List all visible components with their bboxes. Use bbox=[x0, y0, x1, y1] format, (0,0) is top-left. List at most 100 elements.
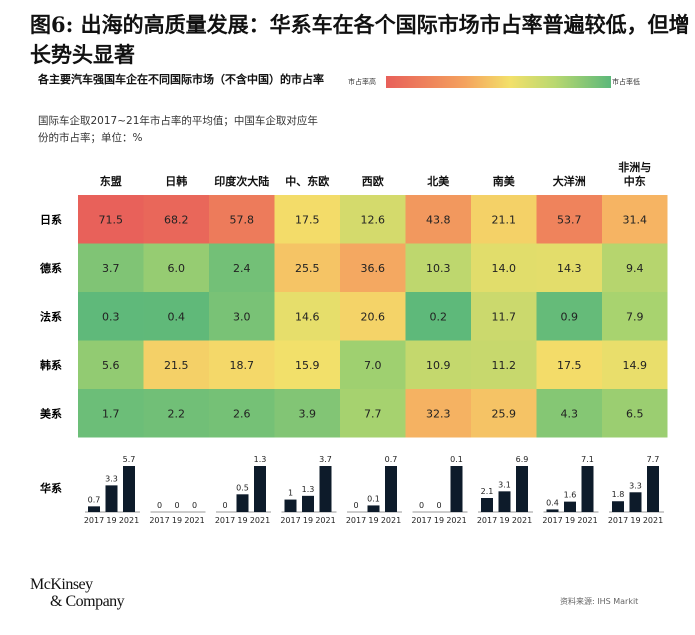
cell-value: 6.5 bbox=[626, 407, 644, 420]
bar-value-label: 1.8 bbox=[612, 490, 625, 499]
bar-value-label: 0 bbox=[174, 501, 179, 510]
cell-value: 18.7 bbox=[230, 359, 255, 372]
bar-value-label: 0.7 bbox=[385, 455, 398, 464]
column-header: 中、东欧 bbox=[275, 155, 341, 195]
bar-value-label: 1.3 bbox=[302, 485, 315, 494]
cell-value: 1.7 bbox=[102, 407, 120, 420]
cell-value: 0.2 bbox=[430, 310, 448, 323]
cell-value: 9.4 bbox=[626, 262, 644, 275]
heatmap-cell bbox=[78, 243, 144, 292]
cell-value: 7.7 bbox=[364, 407, 382, 420]
bar-value-label: 0 bbox=[419, 501, 424, 510]
bar-year-label: 2017 bbox=[84, 516, 104, 525]
bar-year-label: 2017 bbox=[215, 516, 235, 525]
heatmap-cell bbox=[143, 195, 209, 244]
heatmap-cell bbox=[471, 389, 537, 438]
legend-high-label: 市占率高 bbox=[348, 78, 376, 86]
heatmap-cell bbox=[274, 195, 340, 244]
bar-value-label: 1.6 bbox=[564, 491, 577, 500]
page-title: 图6: 出海的高质量发展：华系车在各个国际市场市占率普遍较低，但增长势头显著 bbox=[30, 12, 690, 67]
bar-value-label: 6.9 bbox=[516, 455, 529, 464]
row-label: 日系 bbox=[40, 212, 62, 226]
column-header: 东盟 bbox=[78, 155, 144, 195]
cell-value: 68.2 bbox=[164, 213, 189, 226]
column-header: 日韩 bbox=[144, 155, 210, 195]
heatmap-cell bbox=[471, 195, 537, 244]
bar-year-label: 2017 bbox=[149, 516, 169, 525]
cell-value: 14.0 bbox=[492, 262, 517, 275]
bar bbox=[564, 501, 576, 512]
heatmap-cell bbox=[405, 243, 471, 292]
bar-year-label: 2017 bbox=[542, 516, 562, 525]
cell-value: 2.6 bbox=[233, 407, 251, 420]
bar-year-label: 2017 bbox=[411, 516, 431, 525]
bar bbox=[450, 466, 463, 512]
bar bbox=[319, 466, 332, 512]
column-header-label: 日韩 bbox=[165, 175, 188, 188]
bar bbox=[516, 466, 528, 512]
bar-year-label: 2021 bbox=[184, 516, 204, 525]
bar-value-label: 1 bbox=[288, 489, 293, 498]
bar-value-label: 7.7 bbox=[647, 455, 660, 464]
bar-year-label: 2021 bbox=[512, 516, 532, 525]
bar-year-label: 19 bbox=[237, 516, 247, 525]
bar bbox=[629, 492, 642, 512]
heatmap-and-bars: 日系 71.5 68.2 57.8 17.5 12.6 43.8 21.1 53.7 31.4德系… bbox=[39, 195, 668, 525]
bar-value-label: 5.7 bbox=[123, 455, 136, 464]
cell-value: 31.4 bbox=[623, 213, 648, 226]
bar bbox=[581, 466, 594, 512]
bar-year-label: 2017 bbox=[608, 516, 628, 525]
bar-value-label: 0.5 bbox=[236, 483, 249, 492]
column-header: 北美 bbox=[406, 155, 472, 195]
bar-value-label: 0 bbox=[222, 501, 227, 510]
bar bbox=[284, 499, 297, 512]
bar bbox=[88, 506, 100, 512]
heatmap-cell bbox=[209, 340, 275, 389]
heatmap-cell bbox=[340, 243, 406, 292]
cell-value: 43.8 bbox=[426, 213, 451, 226]
bar-year-label: 19 bbox=[172, 516, 182, 525]
heatmap-cell bbox=[602, 195, 668, 244]
heatmap-cell bbox=[536, 389, 602, 438]
bar-year-label: 2021 bbox=[643, 516, 663, 525]
cell-value: 11.2 bbox=[492, 359, 517, 372]
bar-year-label: 2021 bbox=[315, 516, 335, 525]
cell-value: 71.5 bbox=[99, 213, 124, 226]
bar-value-label: 0.1 bbox=[367, 494, 380, 503]
bar-value-label: 2.1 bbox=[481, 487, 494, 496]
cell-value: 36.6 bbox=[361, 262, 386, 275]
bar bbox=[367, 505, 380, 512]
heatmap-cell bbox=[209, 243, 275, 292]
bar-year-label: 19 bbox=[303, 516, 313, 525]
cell-value: 3.0 bbox=[233, 310, 251, 323]
cell-value: 21.5 bbox=[164, 359, 189, 372]
column-header-label: 南美 bbox=[492, 175, 515, 188]
cell-value: 32.3 bbox=[426, 407, 451, 420]
chart-note: 国际车企取2017~21年市占率的平均值；中国车企取对应年份的市占率；单位：% bbox=[38, 115, 318, 144]
heatmap-cell bbox=[471, 243, 537, 292]
bar-value-label: 0 bbox=[353, 501, 358, 510]
cell-value: 25.5 bbox=[295, 262, 320, 275]
bar-value-label: 3.7 bbox=[319, 455, 332, 464]
bar bbox=[481, 498, 493, 512]
cell-value: 0.3 bbox=[102, 310, 120, 323]
row-label: 法系 bbox=[40, 309, 62, 323]
column-header-label: 非洲与中东 bbox=[618, 161, 652, 188]
cell-value: 14.6 bbox=[295, 310, 320, 323]
heatmap-cell bbox=[143, 292, 209, 341]
column-header-label: 印度次大陆 bbox=[214, 175, 270, 188]
cell-value: 15.9 bbox=[295, 359, 320, 372]
row-label: 韩系 bbox=[40, 358, 62, 372]
cell-value: 7.0 bbox=[364, 359, 382, 372]
bar bbox=[236, 494, 249, 512]
cell-value: 3.9 bbox=[299, 407, 317, 420]
cell-value: 14.3 bbox=[557, 262, 582, 275]
bar-value-label: 3.3 bbox=[105, 474, 118, 483]
heatmap-cell bbox=[405, 195, 471, 244]
bar-year-label: 2021 bbox=[119, 516, 139, 525]
heatmap-cell bbox=[602, 292, 668, 341]
bar-value-label: 1.3 bbox=[254, 455, 267, 464]
heatmap-cell bbox=[471, 292, 537, 341]
bar-year-label: 2021 bbox=[381, 516, 401, 525]
heatmap-cell bbox=[143, 389, 209, 438]
